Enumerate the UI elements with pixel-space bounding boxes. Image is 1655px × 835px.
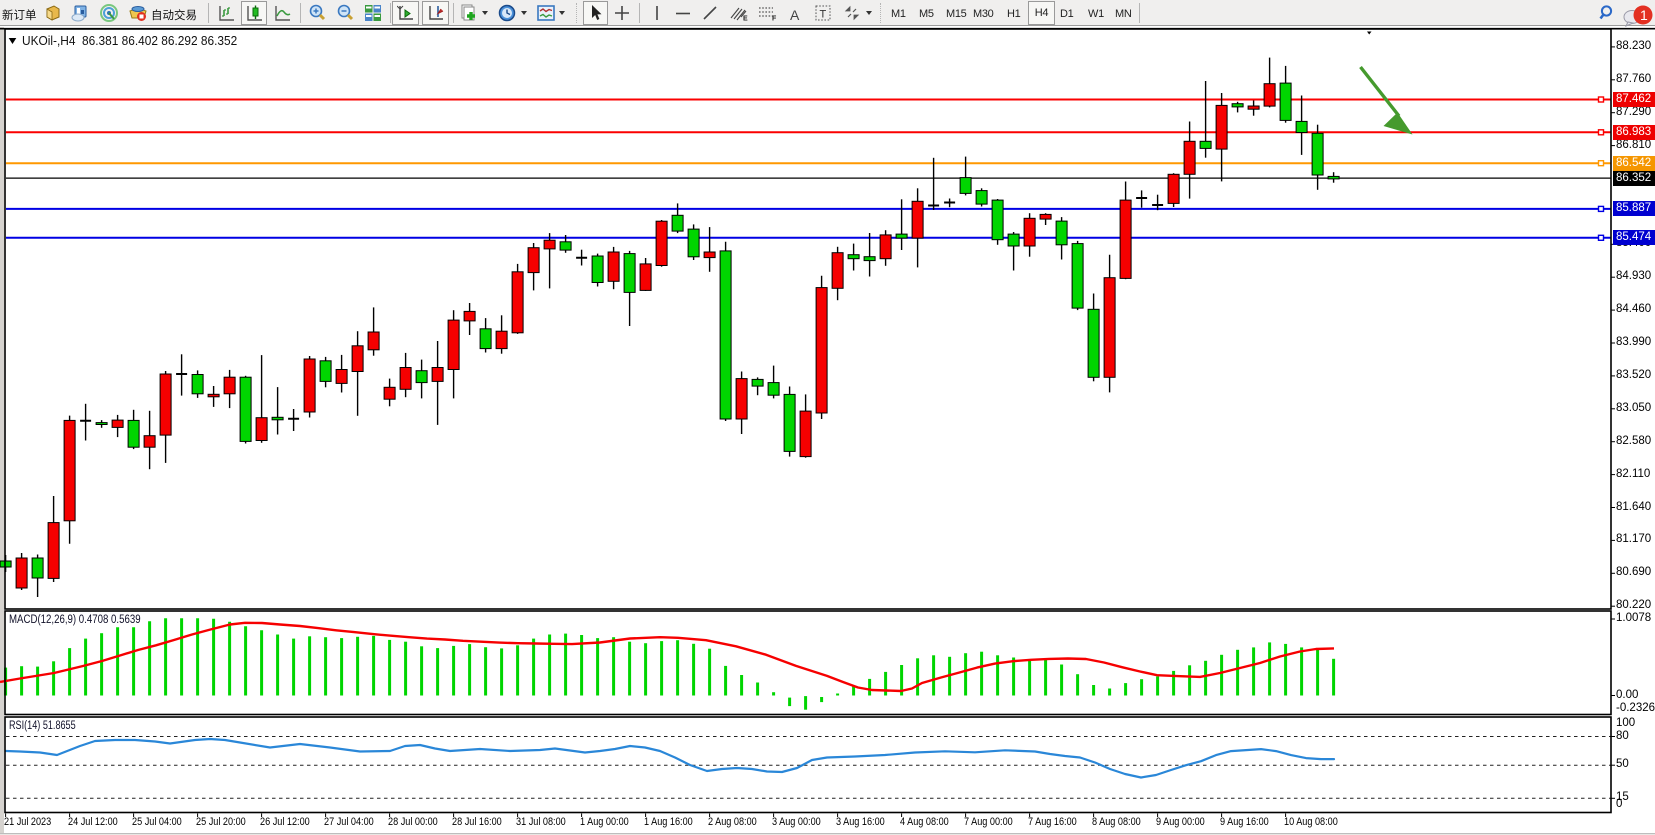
svg-text:T: T	[820, 9, 827, 21]
svg-text:1: 1	[1640, 7, 1648, 23]
svg-text:E: E	[743, 16, 748, 23]
svg-text:F: F	[772, 16, 777, 23]
